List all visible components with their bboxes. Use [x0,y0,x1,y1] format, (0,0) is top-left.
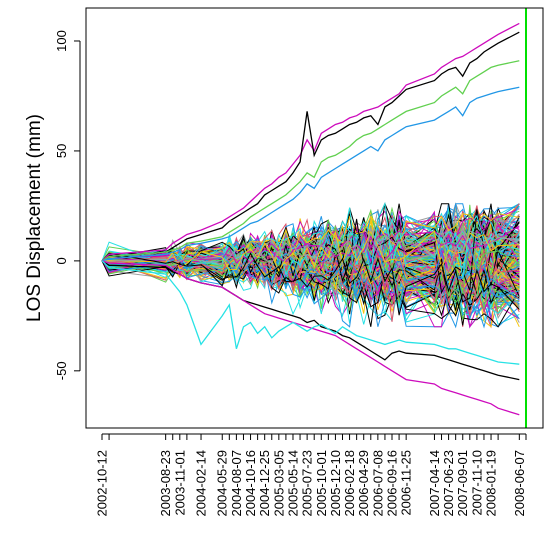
x-tick-label: 2004-10-16 [243,450,258,517]
x-tick-label: 2005-07-23 [300,450,315,517]
x-tick-label: 2004-05-29 [215,450,230,517]
series-line [101,22,520,262]
series-line [101,260,520,416]
y-tick-label: -50 [54,361,69,380]
series-line [101,31,520,262]
y-tick-label: 0 [54,257,69,264]
x-tick-label: 2006-04-29 [356,450,371,517]
x-tick-label: 2003-11-01 [172,450,187,516]
x-tick-label: 2007-11-10 [469,450,484,516]
x-tick-label: 2004-12-25 [257,450,272,517]
series-line [101,204,520,294]
x-tick-label: 2004-08-07 [229,450,244,517]
x-axis: 2002-10-12 2003-08-23 2003-11-01 2004-02-14… [95,433,527,517]
x-tick-label: 2005-03-05 [271,450,286,517]
x-tick-label: 2006-07-08 [370,450,385,517]
x-tick-label: 2003-08-23 [158,450,173,517]
y-tick-label: 50 [54,144,69,158]
y-axis: -50 0 50 100 [54,30,81,380]
series-line [101,209,520,295]
series-line [101,235,520,301]
x-tick-label: 2007-09-01 [455,450,470,517]
series-line [101,60,520,262]
x-tick-label: 2007-06-23 [441,450,456,517]
x-tick-label: 2005-12-10 [328,450,343,517]
x-tick-label: 2002-10-12 [95,450,110,517]
x-tick-label: 2006-02-18 [342,450,357,517]
y-tick-label: 100 [54,30,69,52]
x-tick-label: 2008-01-19 [484,450,499,517]
x-tick-label: 2006-09-16 [385,450,400,517]
x-tick-label: 2008-06-07 [512,450,527,517]
x-tick-label: 2005-10-01 [314,450,329,517]
series-line [101,239,520,320]
x-tick-label: 2007-04-14 [427,450,442,517]
series-line [101,86,520,262]
x-tick-label: 2006-11-25 [399,450,414,516]
series-line [101,212,520,266]
series-line [101,225,520,271]
series-line [101,252,520,316]
x-tick-label: 2005-05-14 [286,450,301,517]
series-line [101,247,520,316]
series-line [101,227,520,272]
y-axis-title: LOS Displacement (mm) [24,114,45,322]
x-tick-label: 2004-02-14 [194,450,209,517]
series-layer [101,22,520,416]
series-line [101,242,520,310]
plot-frame [85,7,544,429]
series-line [101,201,520,278]
series-line [101,260,520,365]
